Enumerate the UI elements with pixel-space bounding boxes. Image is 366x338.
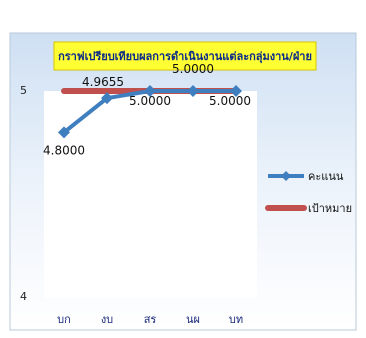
data-label: 4.8000: [43, 143, 85, 157]
chart-title-group: กราฟเปรียบเทียบผลการดำเนินงานแต่ละกลุ่มง…: [53, 41, 317, 71]
chart-title: กราฟเปรียบเทียบผลการดำเนินงานแต่ละกลุ่มง…: [58, 50, 312, 64]
legend-label-target: เป้าหมาย: [308, 202, 352, 215]
data-label: 4.9655: [82, 75, 124, 89]
data-labels: 4.8000 4.9655 5.0000 5.0000 5.0000: [43, 62, 251, 157]
data-point: [101, 92, 113, 105]
data-point: [230, 85, 242, 97]
x-tick-label: บก: [57, 313, 71, 326]
x-tick-label: บท: [229, 313, 243, 326]
data-label: 5.0000: [129, 94, 171, 108]
chart-title-box: [53, 41, 317, 71]
x-tick-label: งบ: [101, 313, 113, 326]
data-label: 5.0000: [172, 62, 214, 76]
x-tick-label: สร: [144, 313, 157, 326]
y-tick-label-bottom: 4: [20, 290, 27, 303]
y-tick-label-top: 5: [20, 84, 27, 97]
legend-marker-score: [281, 171, 291, 181]
series-layer: [58, 85, 242, 139]
x-axis-labels: บก งบ สร นผ บท: [57, 313, 243, 326]
x-tick-label: นผ: [186, 313, 200, 326]
data-point: [58, 126, 70, 139]
data-point: [187, 85, 199, 97]
legend-label-score: คะแนน: [308, 170, 344, 183]
data-point: [144, 85, 156, 97]
data-label: 5.0000: [209, 94, 251, 108]
plot-area: [44, 91, 257, 298]
